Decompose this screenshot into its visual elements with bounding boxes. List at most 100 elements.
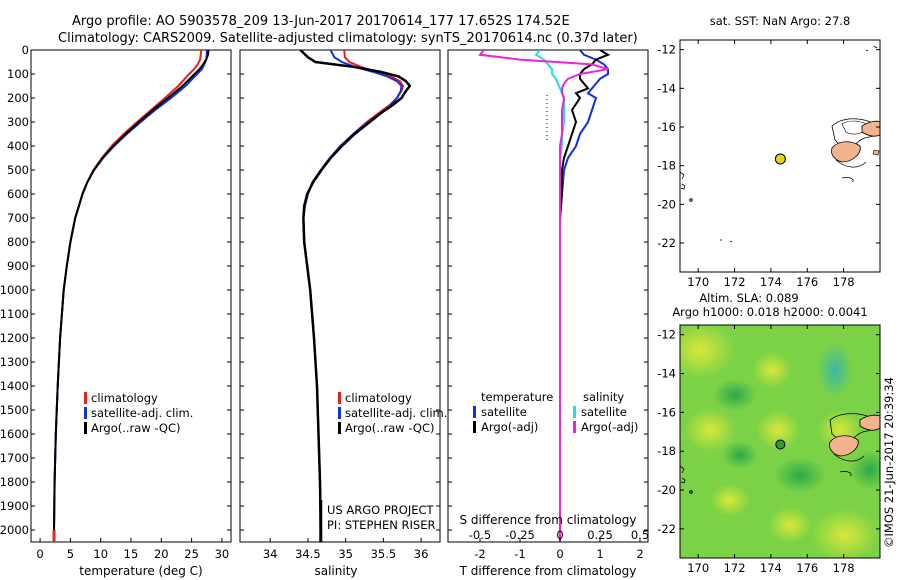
difference-x-ticks: -2 -1 0 1 2	[474, 538, 644, 561]
legend-label-climatology: climatology	[91, 391, 158, 405]
difference-x-label: T difference from climatology	[459, 564, 637, 578]
sla-patch	[752, 352, 792, 388]
sla-patch	[811, 509, 879, 558]
depth-axis-labels: 0 100 200 300 400 500 600 700 800 900 1000 1100 1200…	[0, 43, 29, 537]
legend-label-argo: Argo(..raw -QC)	[91, 421, 181, 435]
sla-patch	[756, 410, 800, 450]
legend-swatch-argo	[84, 422, 87, 434]
x-tick-label: -1	[514, 547, 525, 561]
difference-legend: temperature salinity satellite Argo(-adj…	[473, 390, 638, 434]
legend-label-satellite: satellite-adj. clim.	[91, 406, 193, 420]
sla-map-frame	[679, 324, 881, 559]
depth-tick-label: 900	[7, 259, 29, 273]
salinity-x-label: salinity	[314, 564, 357, 578]
sla-patch	[680, 325, 735, 378]
legend-swatch-argo	[338, 422, 341, 434]
header-title-line2: Climatology: CARS2009. Satellite-adjuste…	[58, 31, 638, 46]
south-reef	[720, 239, 733, 243]
temperature-x-ticks: 0 5 10 15 20 25 30	[36, 538, 229, 561]
sst-map-ticks: 170 172 174 176 178 -12 -14 -16 -18 -20 -22	[657, 40, 880, 289]
salinity-legend: climatology satellite-adj. clim. Argo(..…	[338, 391, 447, 435]
temperature-line-satellite	[53, 50, 208, 542]
sla-low	[817, 342, 853, 398]
depth-tick-label: 800	[7, 235, 29, 249]
map-x-tick-label: 174	[760, 561, 782, 575]
map-x-tick-label: 172	[724, 561, 746, 575]
legend-swatch-climatology	[84, 392, 87, 404]
legend-swatch-t-argo	[473, 421, 476, 433]
map-y-tick-label: -14	[657, 81, 676, 95]
legend-swatch-t-satellite	[473, 406, 476, 418]
map-x-tick-label: 178	[833, 561, 855, 575]
depth-tick-label: 1600	[0, 427, 29, 441]
x-tick-label: 1	[596, 547, 603, 561]
fiji-contour-lower	[835, 159, 867, 183]
map-y-tick-label: -12	[657, 43, 676, 57]
sla-map-ticks: 170 172 174 176 178 -12 -14 -16 -18 -20 -22	[657, 325, 880, 575]
depth-tick-label: 500	[7, 163, 29, 177]
depth-tick-label: 100	[7, 67, 29, 81]
x-tick-label: 25	[184, 547, 199, 561]
x-tick-label: 30	[215, 547, 230, 561]
sla-map-title-line2: Argo h1000: 0.018 h2000: 0.0041	[672, 305, 867, 319]
argo-float-marker	[774, 153, 786, 165]
temperature-profile-lines	[52, 50, 210, 542]
difference-plot-frame	[447, 49, 649, 543]
map-y-tick-label: -12	[657, 328, 676, 342]
x-tick-label: 0.5	[631, 528, 649, 542]
depth-tick-label: 700	[7, 211, 29, 225]
t-diff-line-satellite	[559, 50, 609, 542]
x-tick-label: 2	[636, 547, 643, 561]
salinity-line-satellite	[302, 50, 403, 542]
vanua-levu-land	[861, 120, 880, 137]
salinity-profile-lines	[299, 50, 412, 542]
sla-low	[713, 379, 757, 411]
legend-label-s-argo: Argo(-adj)	[581, 420, 638, 434]
depth-tick-label: 1800	[0, 475, 29, 489]
argo-float-marker	[775, 439, 786, 450]
x-tick-label: 10	[93, 547, 108, 561]
sla-patch	[684, 408, 736, 452]
legend-label-s-satellite: satellite	[581, 405, 627, 419]
map-y-tick-label: -20	[657, 483, 676, 497]
depth-tick-label: 0	[22, 43, 29, 57]
legend-label-argo: Argo(..raw -QC)	[345, 421, 435, 435]
depth-tick-label: 300	[7, 115, 29, 129]
x-tick-label: 5	[67, 547, 74, 561]
legend-swatch-s-argo	[573, 421, 576, 433]
x-tick-label: 0	[556, 528, 563, 542]
depth-tick-label: 1100	[0, 307, 29, 321]
western-reef	[680, 465, 686, 484]
map-y-tick-label: -16	[657, 120, 676, 134]
x-tick-label: 34	[263, 547, 278, 561]
map-y-tick-label: -14	[657, 367, 676, 381]
map-y-tick-label: -18	[657, 159, 676, 173]
reef-dot	[689, 198, 693, 202]
legend-label-t-satellite: satellite	[481, 405, 527, 419]
map-x-tick-label: 174	[760, 275, 782, 289]
reef-dot	[689, 490, 693, 494]
depth-tick-label: 1300	[0, 355, 29, 369]
x-tick-label: -0.25	[505, 528, 535, 542]
legend-label-t-argo: Argo(-adj)	[481, 420, 538, 434]
legend-swatch-satellite	[84, 407, 87, 419]
map-y-tick-label: -18	[657, 444, 676, 458]
map-y-tick-label: -16	[657, 405, 676, 419]
x-tick-label: 0	[556, 547, 563, 561]
sst-map-frame	[679, 39, 881, 273]
map-x-tick-label: 176	[796, 561, 818, 575]
temperature-line-argo	[53, 50, 210, 542]
x-tick-label: -0.5	[469, 528, 491, 542]
header-title-line1: Argo profile: AO 5903578_209 13-Jun-2017…	[72, 14, 570, 29]
x-tick-label: 20	[154, 547, 169, 561]
small-island	[872, 149, 880, 156]
map-x-tick-label: 172	[724, 275, 746, 289]
sla-low	[722, 441, 758, 469]
project-annotation: US ARGO PROJECT	[327, 503, 435, 517]
viti-levu-land	[829, 435, 859, 457]
x-tick-label: 35	[338, 547, 353, 561]
depth-tick-label: 1900	[0, 499, 29, 513]
legend-label-satellite: satellite-adj. clim.	[345, 406, 447, 420]
salinity-plot-frame	[239, 49, 441, 543]
